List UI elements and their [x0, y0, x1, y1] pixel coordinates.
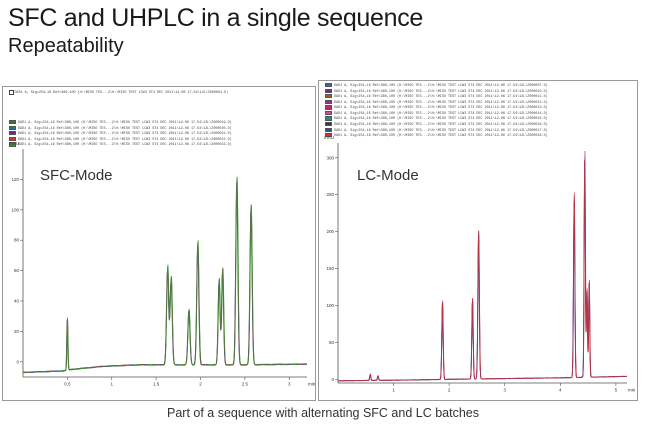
- lc-chromatogram: 0 50 100 150 200 250 300 mAU 1 2 3 4 5 min: [324, 135, 636, 393]
- y-tick-label: 0: [16, 359, 19, 364]
- legend-entry: DAD1 A, Sig=254,16 Ref=360,100 (H:\MISO …: [325, 83, 548, 89]
- legend-entry: DAD1 A, Sig=254,16 Ref=360,100 (H:\MISO …: [325, 127, 548, 134]
- y-tick-label: 0: [331, 377, 334, 382]
- series-trace: [337, 151, 628, 382]
- legend-swatch: [325, 99, 332, 104]
- series-trace: [22, 177, 308, 374]
- x-tick-label: 1: [110, 382, 113, 387]
- legend-label: DAD1 A, Sig=254,16 Ref=360,100 (H:\MISO …: [334, 89, 548, 94]
- series-trace: [22, 181, 308, 373]
- legend-label: DAD1 A, Sig=254,16 Ref=360,100 (H:\MISO …: [18, 126, 232, 131]
- x-axis-label: min: [628, 388, 636, 393]
- legend-swatch: [325, 116, 332, 121]
- x-tick-label: 1: [392, 388, 395, 393]
- y-tick-label: 150: [326, 266, 334, 271]
- legend-label: DAD1 A, Sig=254,16 Ref=360,100 (H:\MISO …: [334, 128, 548, 133]
- legend-label: DAD1 A, Sig=254,16 Ref=360,100 (H:\MISO …: [334, 83, 548, 88]
- legend-swatch: [325, 88, 332, 93]
- y-tick-label: 100: [11, 207, 19, 212]
- series-trace: [22, 179, 308, 373]
- legend-entry: DAD1 A, Sig=254,16 Ref=360,100 (H:\MISO …: [9, 120, 232, 126]
- legend-label: DAD1 A, Sig=254,16 Ref=360,100 (H:\MISO …: [18, 137, 232, 142]
- y-tick-label: 40: [14, 299, 20, 304]
- legend-entry: DAD1 A, Sig=254,16 Ref=360,100 (H:\MISO …: [325, 105, 548, 111]
- legend-swatch: [325, 133, 332, 138]
- legend-swatch: [325, 110, 332, 116]
- x-tick-label: 2: [199, 382, 202, 387]
- legend-entry: DAD1 A, Sig=254,16 Ref=360,100 (H:\MISO …: [325, 133, 548, 139]
- legend-label: DAD1 A, Sig=254,16 Ref=360,100 (H:\MISO …: [334, 106, 548, 111]
- legend-entry: DAD1 A, Sig=254,16 Ref=360,100 (H:\MISO …: [325, 94, 548, 100]
- slide-title: SFC and UHPLC in a single sequence: [8, 4, 424, 32]
- y-tick-label: 120: [11, 177, 19, 182]
- legend-swatch: [9, 142, 16, 147]
- legend-entry: DAD1 A, Sig=254,16 Ref=360,100 (H:\MISO …: [325, 99, 548, 106]
- legend-swatch: [325, 127, 332, 132]
- y-axis-label: mAU: [324, 135, 334, 140]
- x-tick-label: 2: [448, 388, 451, 393]
- x-tick-label: 4: [559, 388, 562, 393]
- legend-swatch: [325, 83, 332, 88]
- legend-label: DAD1 A, Sig=254,16 Ref=360,100 (H:\MISO …: [18, 120, 232, 125]
- legend-label: DAD1 A, Sig=254,16 Ref=360,100 (H:\MISO …: [334, 95, 548, 100]
- slide-caption: Part of a sequence with alternating SFC …: [167, 406, 479, 420]
- y-tick-label: 250: [326, 192, 334, 197]
- x-tick-label: 3: [288, 382, 291, 387]
- series-trace: [22, 176, 308, 374]
- legend-swatch: [9, 136, 16, 141]
- x-tick-label: 1.5: [153, 382, 160, 387]
- legend-swatch: [9, 125, 16, 130]
- legend-swatch: [325, 105, 332, 110]
- x-tick-label: 2.5: [242, 382, 249, 387]
- legend-entry: DAD1 A, Sig=254,16 Ref=360,100 (H:\MISO …: [9, 131, 232, 137]
- legend-swatch: [9, 131, 16, 136]
- legend-entry: DAD1 A, Sig=254,16 Ref=360,100 (H:\MISO …: [9, 136, 232, 143]
- y-tick-label: 60: [14, 268, 20, 273]
- x-tick-label: 5: [615, 388, 618, 393]
- legend-entry: DAD1 A, Sig=254,16 Ref=360,100 (H:\MISO …: [9, 142, 232, 148]
- legend-swatch: [9, 90, 14, 95]
- sfc-mode-label: SFC-Mode: [40, 167, 113, 184]
- slide-subtitle: Repeatability: [8, 35, 124, 57]
- legend-swatch: [9, 120, 16, 125]
- legend-label: DAD1 A, Sig=254,16 Ref=360,100 (H:\MISO …: [334, 117, 548, 122]
- y-tick-label: 300: [326, 155, 334, 160]
- legend-label: DAD1 A, Sig=254,16 Ref=360,100 (H:\MISO …: [334, 123, 548, 128]
- y-tick-label: 50: [329, 340, 335, 345]
- legend-entry: DAD1 A, Sig=254,16 Ref=360,100 (H:\MISO …: [9, 125, 232, 132]
- y-tick-label: 20: [14, 329, 20, 334]
- lc-legend: DAD1 A, Sig=254,16 Ref=360,100 (H:\MISO …: [325, 83, 548, 139]
- series-trace: [22, 183, 308, 373]
- lc-mode-label: LC-Mode: [357, 167, 419, 184]
- sfc-chart-panel: DAD1 A, Sig=254,16 Ref=360,100 (H:\MISO …: [2, 86, 316, 401]
- legend-label: DAD1 A, Sig=254,16 Ref=360,100 (H:\MISO …: [334, 100, 548, 105]
- legend-entry: DAD1 A, Sig=254,16 Ref=360,100 (H:\MISO …: [325, 110, 548, 117]
- x-axis-label: min: [308, 382, 315, 387]
- y-tick-label: 80: [14, 238, 20, 243]
- sfc-chromatogram: 0 20 40 60 80 100 120 mAU 0.5 1 1.5 2 2.5 3 min: [9, 141, 315, 387]
- y-tick-label: 200: [326, 229, 334, 234]
- legend-entry: DAD1 A, Sig=254,16 Ref=360,100 (H:\MISO …: [325, 122, 548, 128]
- legend-label: DAD1 A, Sig=254,16 Ref=360,100 (H:\MISO …: [334, 111, 548, 116]
- legend-entry: DAD1 A, Sig=254,16 Ref=360,100 (H:\MISO …: [325, 116, 548, 122]
- y-axis-label: mAU: [9, 141, 19, 146]
- sfc-legend: DAD1 A, Sig=254,16 Ref=360,100 (H:\MISO …: [9, 120, 232, 148]
- legend-swatch: [325, 122, 332, 127]
- legend-label: DAD1 A, Sig=254,16 Ref=360,100 (H:\MISO …: [18, 143, 232, 148]
- legend-swatch: [325, 94, 332, 99]
- y-tick-label: 100: [326, 303, 334, 308]
- legend-label: DAD1 A, Sig=254,16 Ref=360,100 (H:\MISO …: [18, 132, 232, 137]
- sfc-legend-header: DAD1 A, Sig=254,16 Ref=360,100 (H:\MISO …: [9, 90, 228, 96]
- legend-entry: DAD1 A, Sig=254,16 Ref=360,100 (H:\MISO …: [325, 88, 548, 95]
- x-tick-label: 0.5: [64, 382, 71, 387]
- legend-label: DAD1 A, Sig=254,16 Ref=360,100 (H:\MISO …: [334, 134, 548, 139]
- lc-chart-panel: DAD1 A, Sig=254,16 Ref=360,100 (H:\MISO …: [318, 80, 638, 401]
- x-tick-label: 3: [503, 388, 506, 393]
